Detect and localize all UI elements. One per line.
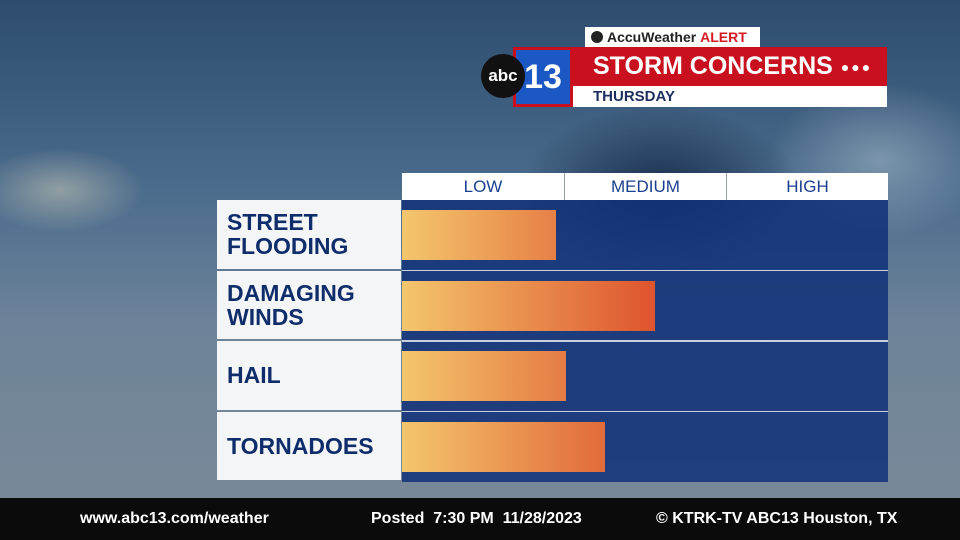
logo-circle: abc [481,54,525,98]
dots: ●●● [840,58,873,75]
row-separator [402,340,888,342]
alert: ALERT [700,29,747,45]
subtitle-bar: THURSDAY [573,86,887,107]
posted: Posted 7:30 PM 11/28/2023 [371,498,582,540]
title-bar: STORM CONCERNS ●●● [573,47,887,86]
posted-label: Posted [371,510,425,527]
subtitle: THURSDAY [593,88,675,105]
bar [402,351,566,402]
sun-icon [591,31,603,43]
date: 11/28/2023 [502,510,582,527]
bar [402,421,605,472]
brand: AccuWeather [607,29,697,45]
bar [402,210,556,261]
category-label: TORNADOES [217,411,401,480]
alert-badge: AccuWeather ALERT [585,27,760,47]
level-label: MEDIUM [564,173,726,200]
website: www.abc13.com/weather [80,510,269,527]
category-label: DAMAGING WINDS [217,270,401,339]
footer-bar [0,498,960,540]
level-label: HIGH [726,173,888,200]
row-separator [402,269,888,271]
title: STORM CONCERNS [593,52,833,80]
copyright: © KTRK-TV ABC13 Houston, TX [656,510,898,527]
row-separator [402,410,888,412]
category-label: HAIL [217,341,401,410]
category-label: STREET FLOODING [217,200,401,269]
bar [402,280,655,331]
level-label: LOW [402,173,564,200]
time: 7:30 PM [433,510,494,527]
